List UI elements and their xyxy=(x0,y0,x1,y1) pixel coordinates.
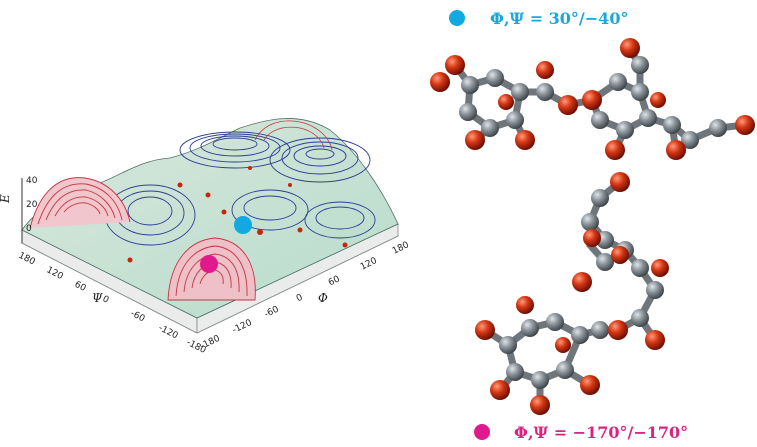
conformer-marker-cyan xyxy=(234,216,252,234)
phi-tick-6: 180 xyxy=(391,240,411,257)
molecule-conformer-1 xyxy=(430,38,755,160)
z-axis-label: E xyxy=(0,194,12,204)
molecule-1-carbon-atoms xyxy=(459,56,727,149)
psi-tick-2: 60 xyxy=(73,280,88,294)
red-contours-back-hill xyxy=(254,120,333,151)
psi-tick-3: 0 xyxy=(101,294,111,306)
molecule-1-oxygen-atoms xyxy=(430,38,755,160)
molecule-2-oxygen-atoms xyxy=(475,172,669,415)
z-tick-1: 20 xyxy=(26,200,38,210)
phi-tick-3: 0 xyxy=(295,293,305,305)
z-tick-0: 40 xyxy=(26,176,38,186)
legend-marker-cyan xyxy=(449,10,465,26)
phi-tick-1: -120 xyxy=(231,318,254,336)
phi-tick-2: -60 xyxy=(263,304,281,320)
psi-tick-1: 120 xyxy=(45,265,65,282)
molecule-2-carbon-atoms xyxy=(499,189,664,389)
conformer-marker-magenta xyxy=(200,255,218,273)
psi-tick-4: -60 xyxy=(129,309,147,325)
psi-axis-label: Ψ xyxy=(92,291,103,305)
legend-label-magenta: Φ,Ψ = −170°/−170° xyxy=(514,423,688,442)
legend-label-cyan: Φ,Ψ = 30°/−40° xyxy=(490,9,628,28)
minima-dots xyxy=(127,166,348,263)
psi-tick-5: -120 xyxy=(157,323,180,341)
phi-tick-5: 120 xyxy=(359,256,379,273)
phi-axis-label: Φ xyxy=(318,291,328,305)
legend-bottom: Φ,Ψ = −170°/−170° xyxy=(474,423,688,442)
psi-tick-0: 180 xyxy=(17,251,37,268)
z-tick-2: 0 xyxy=(26,224,32,234)
red-contours-left-hill xyxy=(29,177,131,229)
legend-top: Φ,Ψ = 30°/−40° xyxy=(449,9,628,28)
legend-marker-magenta xyxy=(474,424,490,440)
phi-tick-4: 60 xyxy=(327,274,342,288)
molecule-conformer-2 xyxy=(475,172,669,415)
blue-contours xyxy=(104,131,376,246)
phi-tick-0: -180 xyxy=(199,334,222,352)
